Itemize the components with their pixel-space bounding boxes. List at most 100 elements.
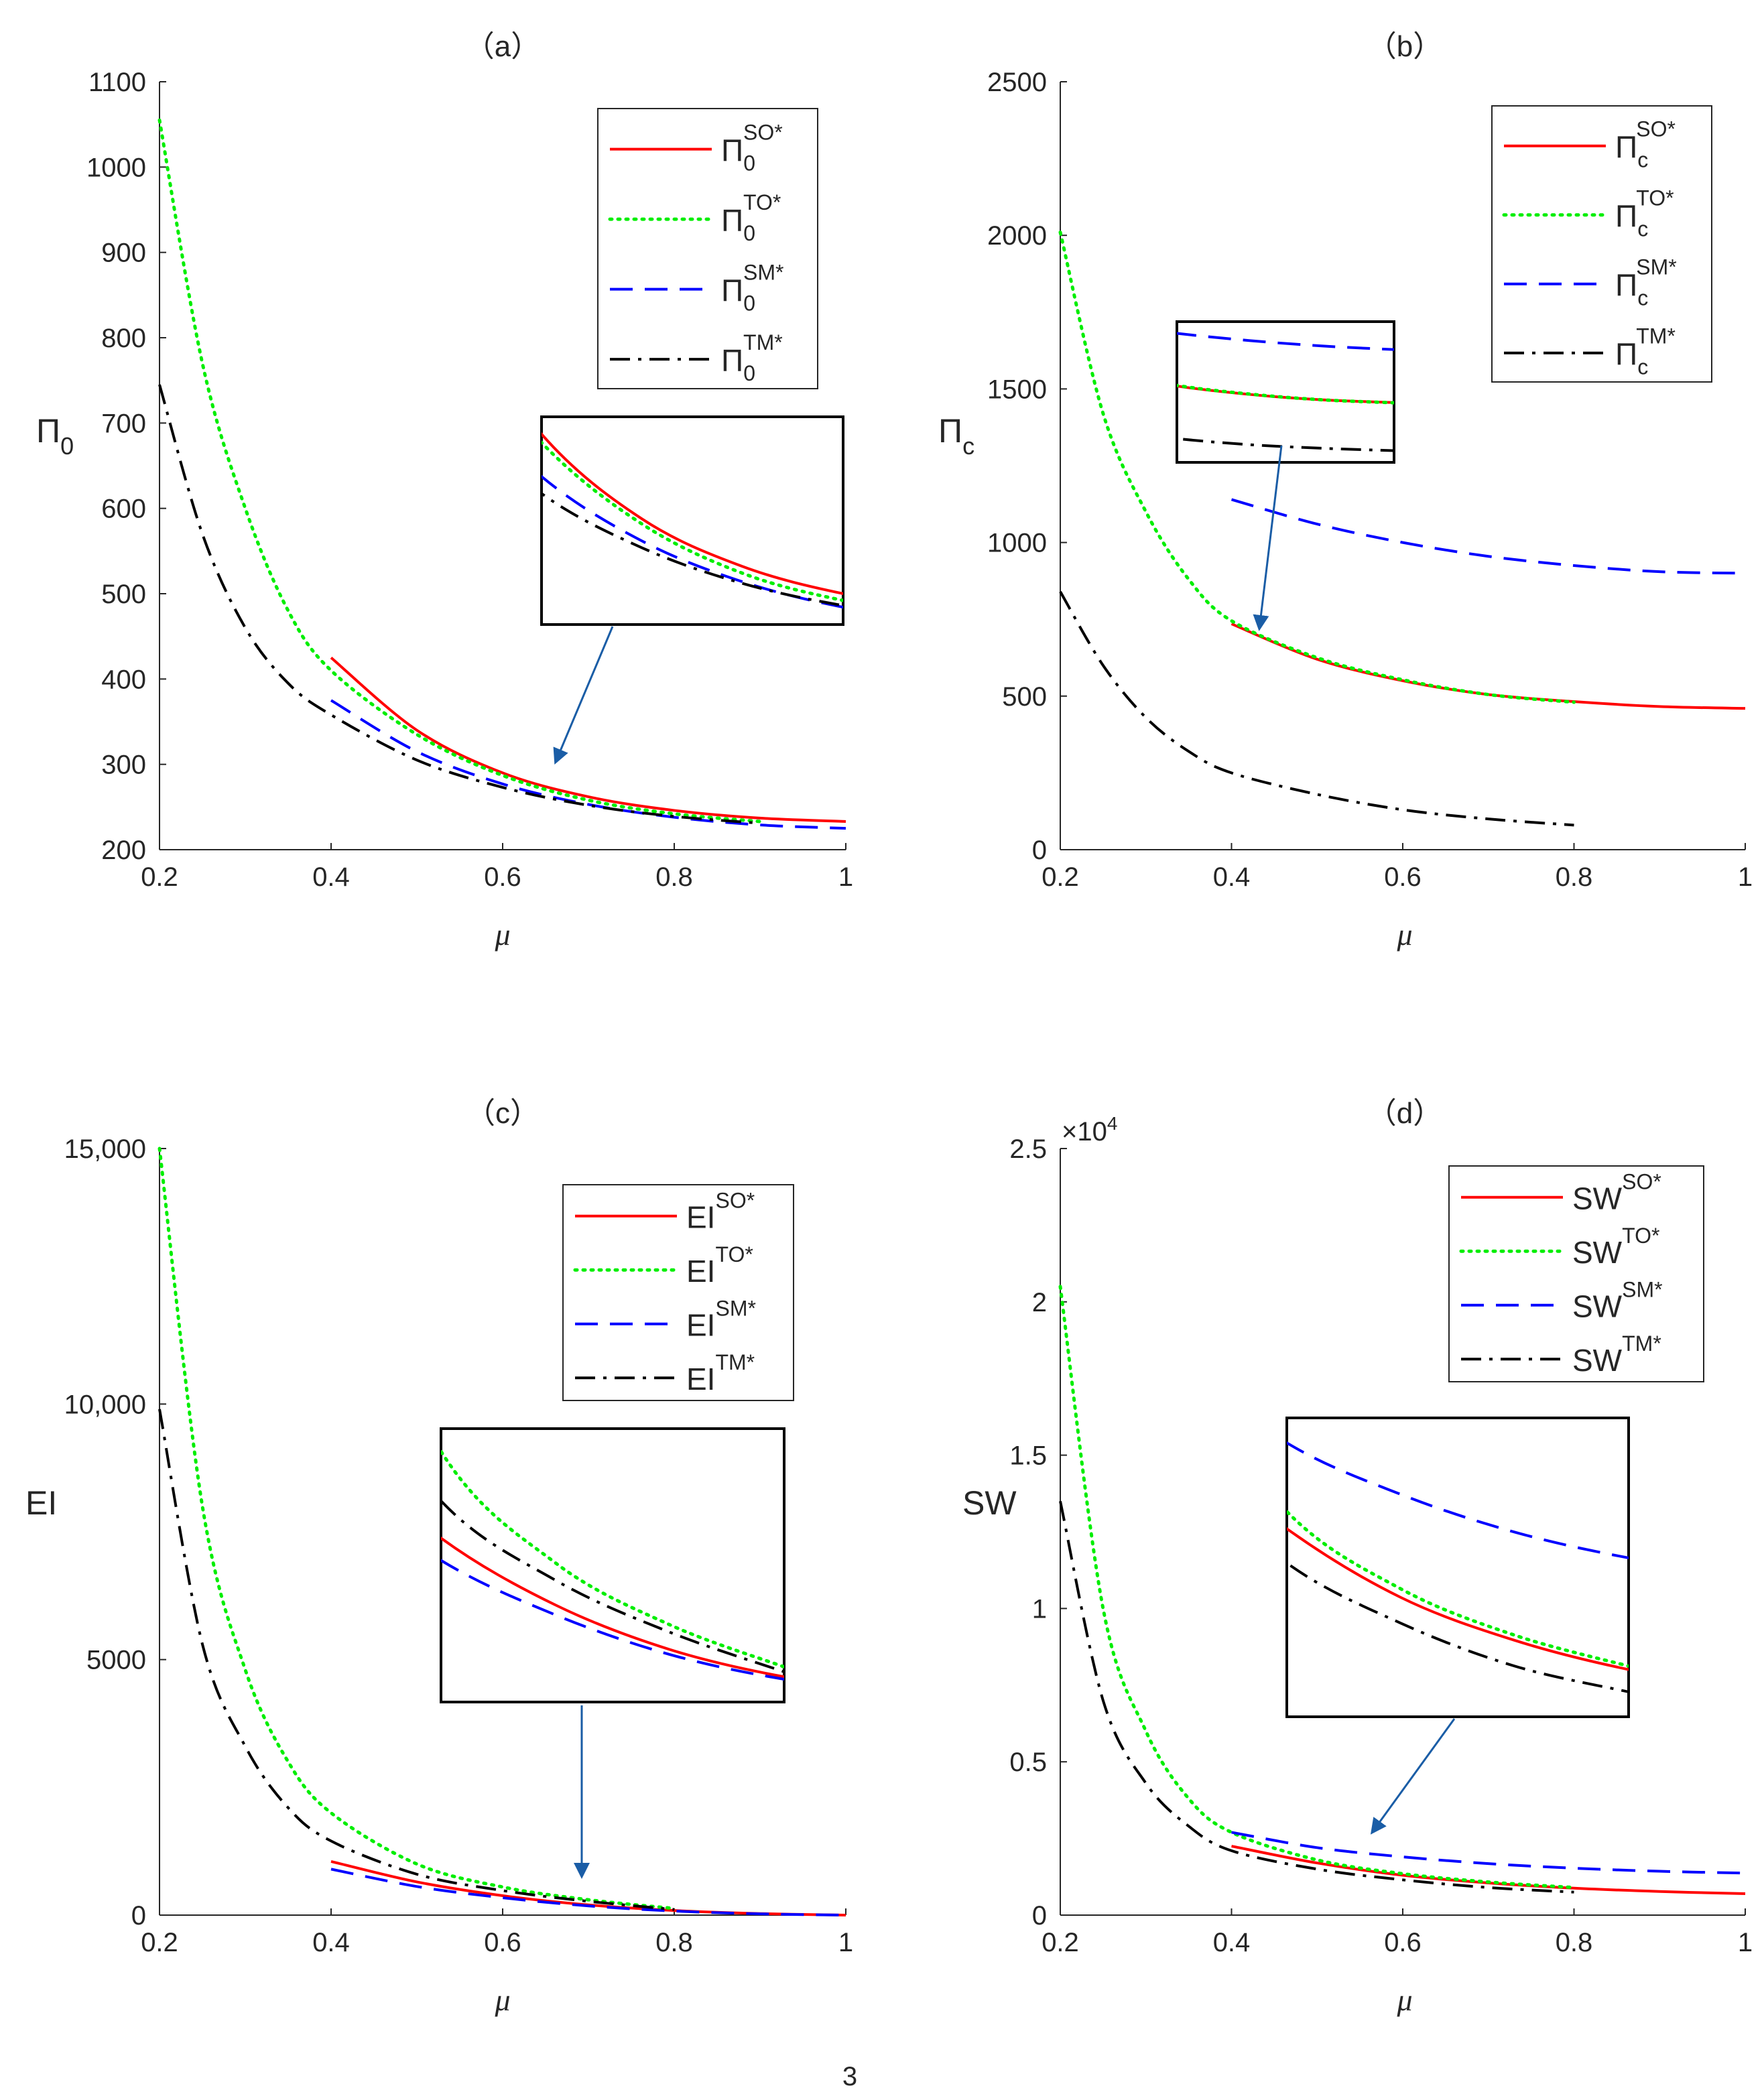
chart-title: （c） <box>466 1097 540 1130</box>
legend-box <box>597 108 818 389</box>
inset-series-so <box>1287 1526 1629 1671</box>
x-tick-label: 0.8 <box>655 1928 693 1957</box>
inset-series-sm <box>441 1559 784 1681</box>
y-tick-label: 1.5 <box>1009 1441 1047 1471</box>
x-axis-label: μ <box>1396 1983 1412 2017</box>
y-tick-label: 2000 <box>987 221 1047 251</box>
zoom-inset <box>440 1427 785 1703</box>
y-tick-label: 2 <box>1032 1288 1047 1317</box>
legend-label: SWSO* <box>1572 1170 1661 1216</box>
y-tick-label: 300 <box>101 751 146 780</box>
y-tick-label: 2500 <box>987 68 1047 97</box>
zoom-inset-frame <box>440 1427 785 1703</box>
x-axis-label: μ <box>494 917 510 952</box>
zoom-arrow <box>1370 1718 1456 1835</box>
y-tick-label: 1500 <box>987 375 1047 404</box>
y-axis-label: EI <box>25 1484 57 1522</box>
legend-label: SWSM* <box>1572 1278 1663 1324</box>
x-tick-label: 0.4 <box>312 1928 350 1957</box>
y-tick-label: 10,000 <box>64 1390 146 1419</box>
y-tick-label: 600 <box>101 495 146 524</box>
exponent-label: ×104 <box>1062 1113 1117 1147</box>
legend-label: EISO* <box>686 1189 755 1235</box>
x-tick-label: 0.8 <box>1556 862 1593 892</box>
legend-label: Π0SM* <box>721 261 783 316</box>
x-tick-label: 0.2 <box>1042 862 1079 892</box>
page-marker: 3 <box>842 2062 857 2088</box>
y-axis-label: Π0 <box>36 412 74 460</box>
zoom-inset-curves <box>441 1448 784 1681</box>
y-tick-label: 800 <box>101 324 146 353</box>
legend-label: SWTO* <box>1572 1224 1659 1270</box>
legend: ΠcSO* ΠcTO* ΠcSM* ΠcTM* <box>1491 105 1712 383</box>
y-tick-label: 1000 <box>86 153 146 182</box>
legend-label: Π0TO* <box>721 190 781 245</box>
legend-label: SWTM* <box>1572 1331 1661 1378</box>
inset-series-sm <box>1287 1441 1629 1559</box>
legend-label: ΠcTM* <box>1615 324 1676 379</box>
y-axis-label: Πc <box>938 412 974 460</box>
chart-panel-a: 0.2 0.4 0.6 0.8 1 200 300 400 500 600 700 800 900 100… <box>36 30 853 952</box>
y-tick-label: 500 <box>1002 682 1047 712</box>
x-tick-label: 0.6 <box>1384 1928 1422 1957</box>
y-tick-label: 400 <box>101 665 146 694</box>
legend: SWSO* SWTO* SWSM* SWTM* <box>1448 1165 1704 1382</box>
x-tick-label: 1 <box>1738 862 1753 892</box>
zoom-inset <box>1285 1417 1630 1718</box>
inset-series-so <box>441 1536 784 1679</box>
series-line-tm <box>158 1409 675 1911</box>
y-tick-label: 900 <box>101 239 146 268</box>
zoom-inset <box>540 415 844 626</box>
x-tick-label: 0.8 <box>1556 1928 1593 1957</box>
chart-panel-b: 0.2 0.4 0.6 0.8 1 0 500 1000 1500 2000 2500 （b） μ Πc Π… <box>938 30 1753 952</box>
y-tick-label: 1100 <box>88 68 146 97</box>
x-tick-label: 0.6 <box>1384 862 1422 892</box>
x-tick-label: 0.2 <box>141 1928 178 1957</box>
y-tick-label: 0.5 <box>1009 1748 1047 1777</box>
chart-panel-c: 0.2 0.4 0.6 0.8 1 0 5000 10,000 15,000 （c） μ EI EISO… <box>25 1097 853 2017</box>
series-line-sm <box>330 699 846 830</box>
zoom-inset <box>1176 320 1395 464</box>
y-tick-label: 500 <box>101 580 146 609</box>
x-tick-label: 1 <box>1738 1928 1753 1957</box>
series-line-so <box>330 656 846 823</box>
x-axis-label: μ <box>1396 917 1412 952</box>
y-tick-label: 1 <box>1032 1594 1047 1624</box>
inset-series-to <box>542 440 843 602</box>
inset-series-so <box>1177 385 1394 404</box>
series-line-sm <box>1231 1831 1746 1875</box>
zoom-inset-curves <box>542 432 843 609</box>
inset-series-to <box>441 1448 784 1669</box>
inset-series-to <box>1287 1509 1629 1668</box>
x-tick-label: 0.4 <box>312 862 350 892</box>
x-axis-label: μ <box>494 1983 510 2017</box>
zoom-arrow <box>553 626 614 765</box>
inset-series-sm <box>1177 332 1394 351</box>
legend-label: EITO* <box>686 1242 753 1289</box>
y-tick-label: 15,000 <box>64 1134 146 1164</box>
zoom-inset-curves <box>1177 332 1394 452</box>
y-tick-label: 2.5 <box>1009 1134 1047 1164</box>
series-line-to <box>1058 1285 1576 1890</box>
zoom-inset-frame <box>1285 1417 1630 1718</box>
y-tick-label: 1000 <box>987 529 1047 558</box>
y-tick-label: 0 <box>131 1901 146 1931</box>
legend: EISO* EITO* EISM* EITM* <box>562 1184 794 1401</box>
y-axis-label: SW <box>962 1484 1017 1522</box>
zoom-arrow <box>1253 445 1283 631</box>
legend-box <box>562 1184 794 1401</box>
legend-label: EITM* <box>686 1350 755 1396</box>
x-tick-label: 0.2 <box>141 862 178 892</box>
chart-title: （a） <box>465 30 540 63</box>
x-tick-label: 1 <box>838 862 853 892</box>
legend-box <box>1491 105 1712 383</box>
series-line-sm <box>1231 498 1746 575</box>
inset-series-tm <box>1177 437 1394 452</box>
y-tick-label: 0 <box>1032 836 1047 865</box>
legend-label: Π0TM* <box>721 330 783 385</box>
legend-label: EISM* <box>686 1297 756 1343</box>
legend: Π0SO* Π0TO* Π0SM* Π0TM* <box>597 108 818 389</box>
series-line-tm <box>1059 590 1574 827</box>
series-line-tm <box>1059 1500 1574 1894</box>
